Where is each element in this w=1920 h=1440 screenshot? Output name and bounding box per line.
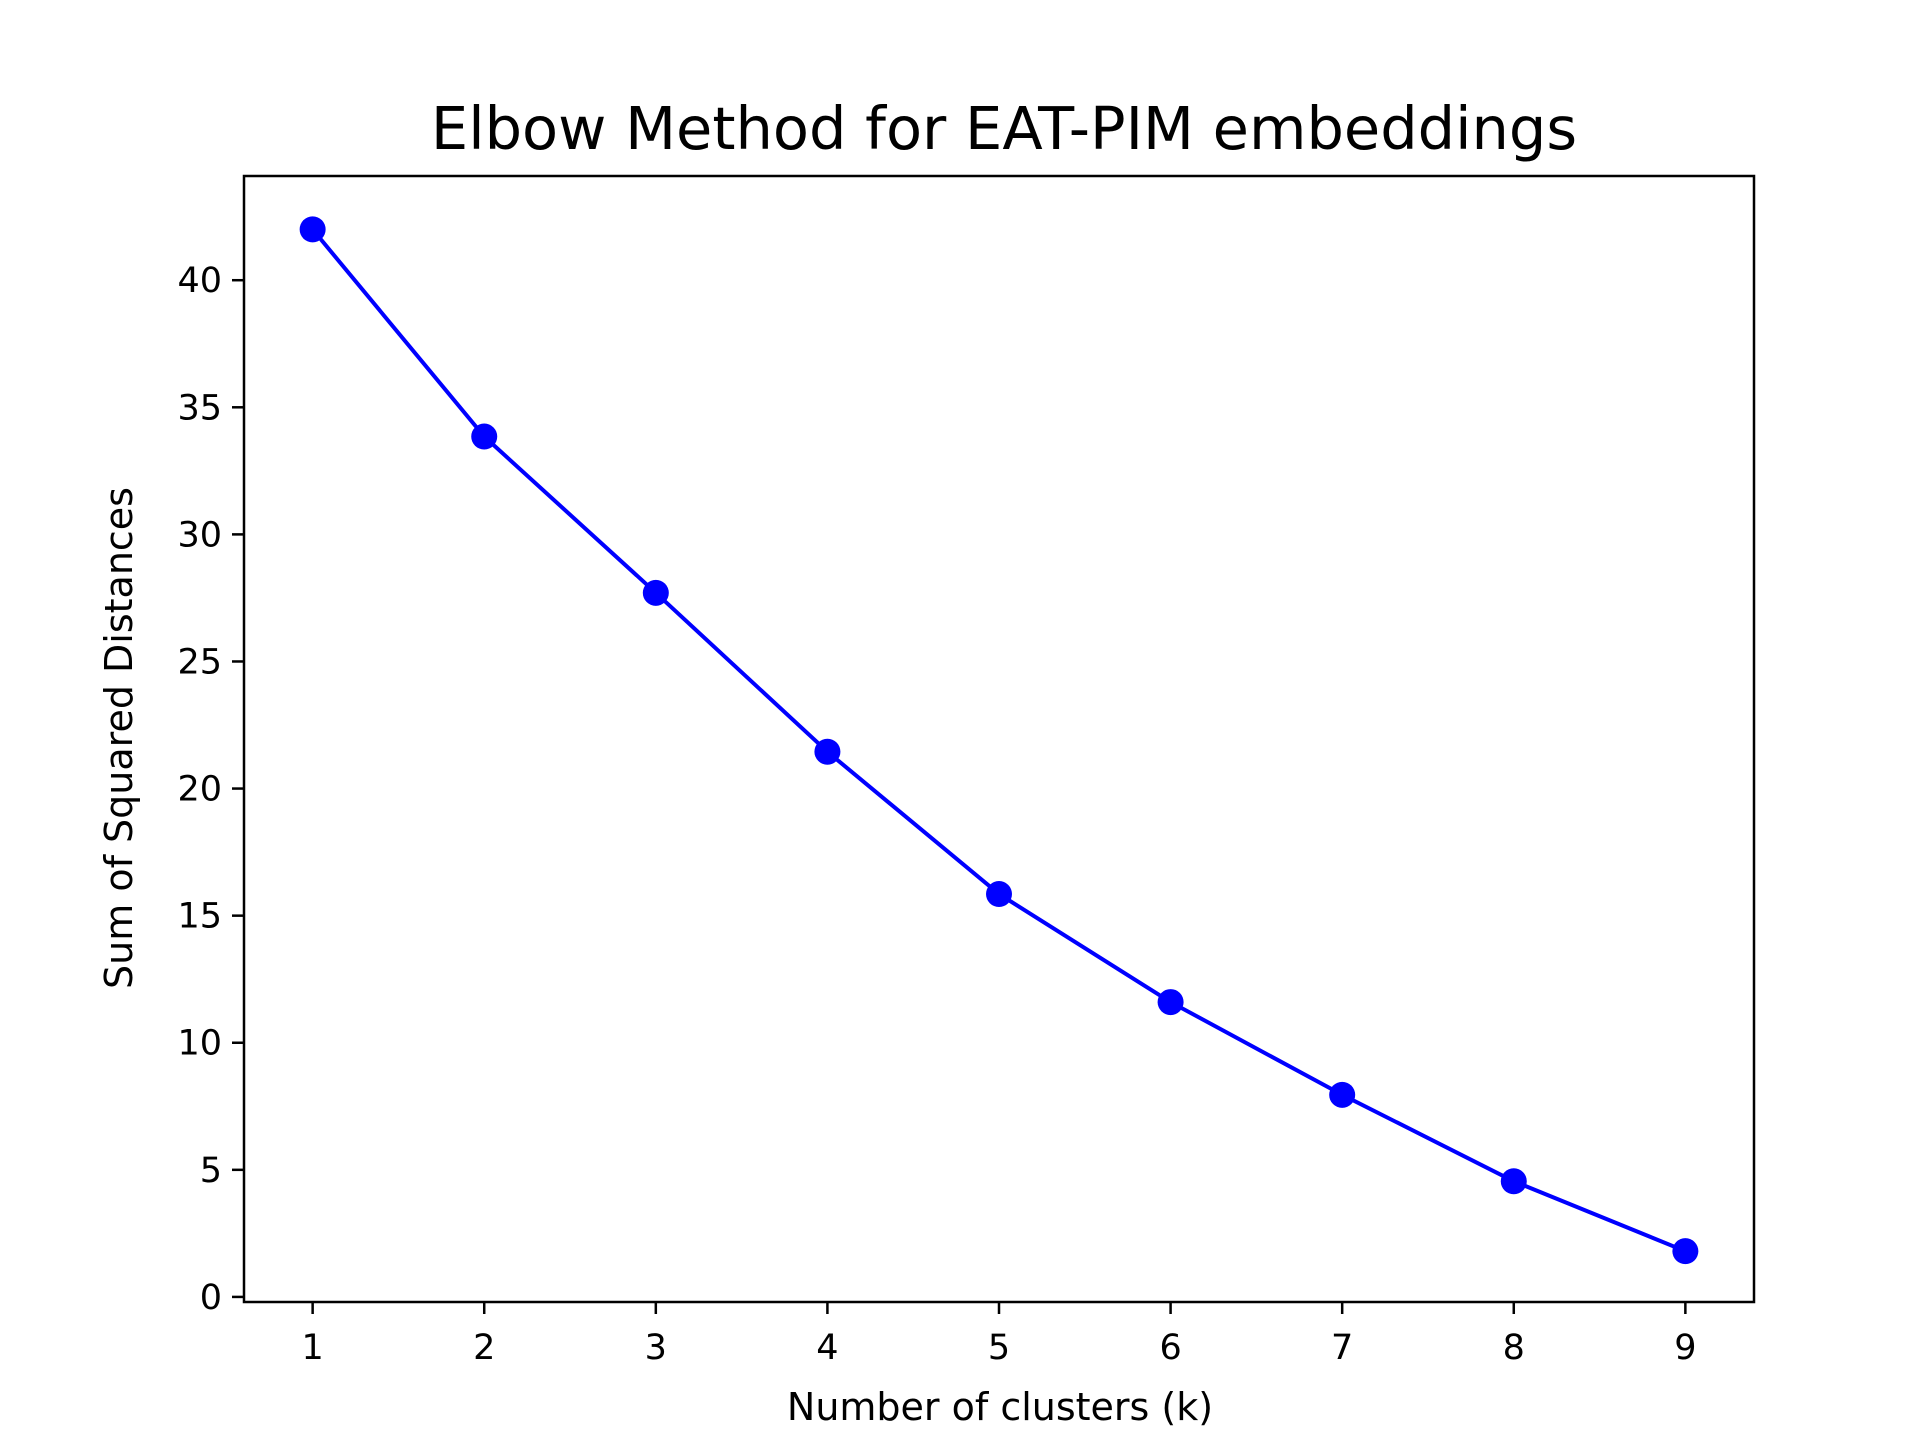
data-point <box>814 738 841 765</box>
x-tick-label: 4 <box>816 1328 838 1368</box>
data-point <box>471 423 498 450</box>
y-axis-label: Sum of Squared Distances <box>97 487 141 989</box>
y-tick-label: 40 <box>177 261 222 301</box>
x-axis-label: Number of clusters (k) <box>787 1385 1213 1429</box>
data-point <box>1329 1081 1356 1108</box>
data-point <box>1157 989 1184 1016</box>
data-point <box>986 881 1012 908</box>
data-point <box>1672 1238 1699 1265</box>
x-tick-label: 1 <box>301 1328 323 1368</box>
data-point <box>642 579 669 606</box>
y-tick-label: 0 <box>200 1278 222 1318</box>
x-tick-label: 9 <box>1674 1328 1696 1368</box>
y-tick-label: 25 <box>177 642 222 682</box>
x-tick-label: 6 <box>1159 1328 1181 1368</box>
y-tick-label: 20 <box>177 770 222 810</box>
x-axis-ticks: 1 2 3 4 5 6 7 8 9 <box>301 1302 1697 1368</box>
y-tick-label: 15 <box>177 897 222 937</box>
data-point <box>299 216 326 243</box>
x-tick-label: 8 <box>1503 1328 1525 1368</box>
x-tick-label: 7 <box>1331 1328 1353 1368</box>
y-tick-label: 5 <box>200 1151 222 1191</box>
chart-title: Elbow Method for EAT-PIM embeddings <box>431 94 1577 163</box>
data-point <box>1500 1168 1527 1195</box>
series-layer <box>299 216 1699 1265</box>
y-tick-label: 10 <box>177 1024 222 1064</box>
x-tick-label: 2 <box>473 1328 495 1368</box>
y-tick-label: 35 <box>177 388 222 428</box>
y-tick-label: 30 <box>177 515 222 555</box>
plot-frame <box>242 174 1756 1304</box>
y-axis-ticks: 0 5 10 15 20 25 30 35 40 <box>177 261 244 1318</box>
x-tick-label: 3 <box>645 1328 667 1368</box>
x-tick-label: 5 <box>988 1328 1010 1368</box>
